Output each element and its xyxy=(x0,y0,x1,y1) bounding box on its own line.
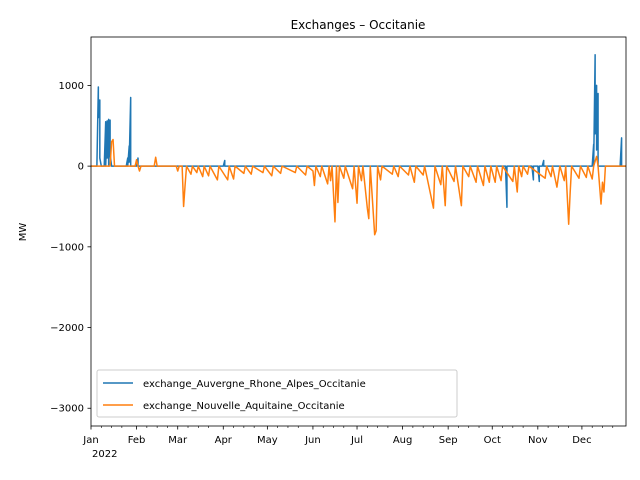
x-tick-label: Jun xyxy=(304,435,321,446)
legend-label-auvergne: exchange_Auvergne_Rhone_Alpes_Occitanie xyxy=(143,379,366,390)
x-tick-label: Oct xyxy=(484,435,501,446)
x-tick-label: Mar xyxy=(168,435,188,446)
y-tick-label: 0 xyxy=(78,162,84,173)
legend-box xyxy=(96,369,458,418)
x-tick-label: Nov xyxy=(528,435,548,446)
x-tick-label: Sep xyxy=(439,435,458,446)
x-tick-label: May xyxy=(257,435,278,446)
x-tick-label: Aug xyxy=(393,435,413,446)
x-tick-label: Jul xyxy=(350,435,363,446)
series-line-1 xyxy=(91,138,626,236)
y-axis-label: MW xyxy=(18,223,29,242)
plot-area: 1000 0 −1000 −2000 −3000 Jan Feb Mar Apr May Jun Ju… xyxy=(50,36,627,460)
plot-frame xyxy=(90,36,627,427)
x-tick-label: Jan xyxy=(82,435,98,446)
y-tick-label: −3000 xyxy=(50,404,84,415)
legend: exchange_Auvergne_Rhone_Alpes_Occitanie … xyxy=(96,369,458,418)
x-year-label: 2022 xyxy=(92,449,117,460)
chart-title: Exchanges – Occitanie xyxy=(291,18,426,32)
y-tick-label: −2000 xyxy=(50,323,84,334)
y-tick-label: 1000 xyxy=(59,81,84,92)
x-tick-label: Apr xyxy=(215,435,233,446)
x-tick-label: Dec xyxy=(572,435,591,446)
y-tick-label: −1000 xyxy=(50,242,84,253)
x-tick-label: Feb xyxy=(128,435,146,446)
legend-label-nouvelle-aquitaine: exchange_Nouvelle_Aquitaine_Occitanie xyxy=(143,401,345,412)
